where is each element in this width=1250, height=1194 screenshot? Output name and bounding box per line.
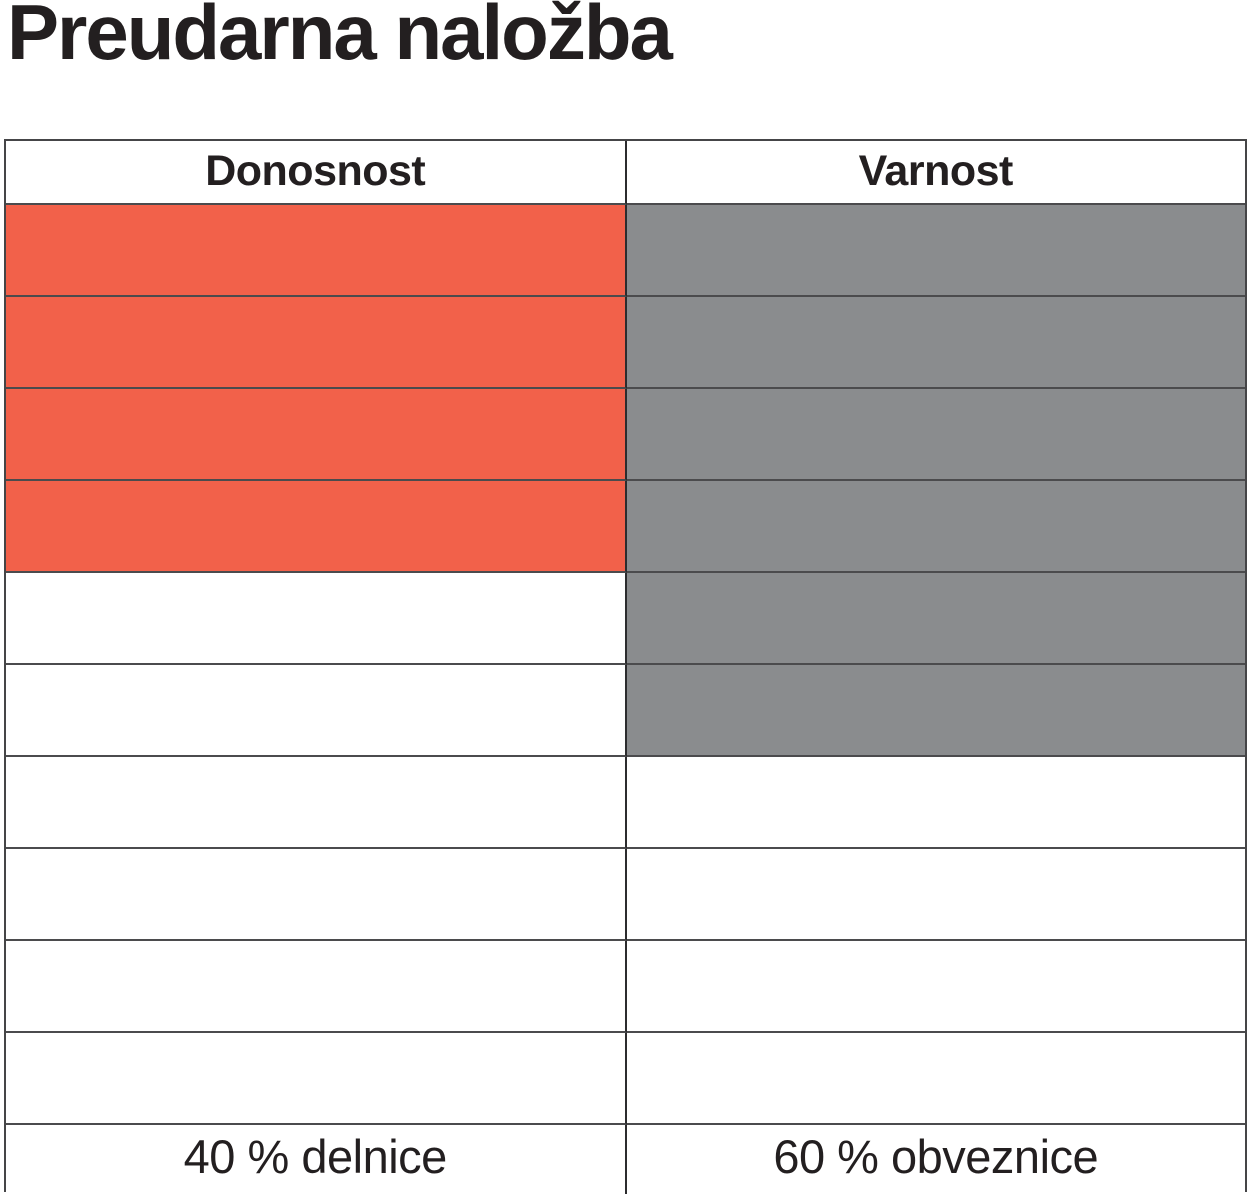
segment-cell-donosnost-9 xyxy=(6,941,627,1033)
column-header-donosnost: Donosnost xyxy=(6,141,627,205)
segment-cell-donosnost-10 xyxy=(6,1033,627,1125)
segment-cell-donosnost-1 xyxy=(6,205,627,297)
segment-row xyxy=(6,757,1245,849)
segment-cell-varnost-3 xyxy=(626,389,1245,481)
segment-cell-varnost-7 xyxy=(626,757,1245,849)
segment-row xyxy=(6,665,1245,757)
segment-cell-donosnost-7 xyxy=(6,757,627,849)
segment-row xyxy=(6,205,1245,297)
footer-label-obveznice: 60 % obveznice xyxy=(626,1125,1245,1194)
segment-grid xyxy=(6,205,1245,1125)
segment-cell-varnost-5 xyxy=(626,573,1245,665)
segment-cell-donosnost-6 xyxy=(6,665,627,757)
segment-cell-donosnost-5 xyxy=(6,573,627,665)
footer-label-delnice: 40 % delnice xyxy=(6,1125,627,1194)
segment-row xyxy=(6,389,1245,481)
segment-cell-varnost-1 xyxy=(626,205,1245,297)
segment-cell-donosnost-8 xyxy=(6,849,627,941)
segment-row xyxy=(6,1033,1245,1125)
segment-cell-varnost-8 xyxy=(626,849,1245,941)
segment-row xyxy=(6,573,1245,665)
segment-row xyxy=(6,297,1245,389)
header-row: Donosnost Varnost xyxy=(6,141,1245,205)
segment-cell-donosnost-4 xyxy=(6,481,627,573)
allocation-chart: Donosnost Varnost 40 % delnice 60 % obve… xyxy=(4,139,1247,1194)
column-header-varnost: Varnost xyxy=(626,141,1245,205)
segment-cell-varnost-4 xyxy=(626,481,1245,573)
segment-row xyxy=(6,941,1245,1033)
segment-cell-varnost-9 xyxy=(626,941,1245,1033)
segment-cell-donosnost-2 xyxy=(6,297,627,389)
page-title: Preudarna naložba xyxy=(7,0,673,76)
segment-cell-donosnost-3 xyxy=(6,389,627,481)
footer-row: 40 % delnice 60 % obveznice xyxy=(6,1125,1245,1194)
segment-row xyxy=(6,481,1245,573)
segment-cell-varnost-6 xyxy=(626,665,1245,757)
segment-cell-varnost-10 xyxy=(626,1033,1245,1125)
segment-row xyxy=(6,849,1245,941)
segment-cell-varnost-2 xyxy=(626,297,1245,389)
